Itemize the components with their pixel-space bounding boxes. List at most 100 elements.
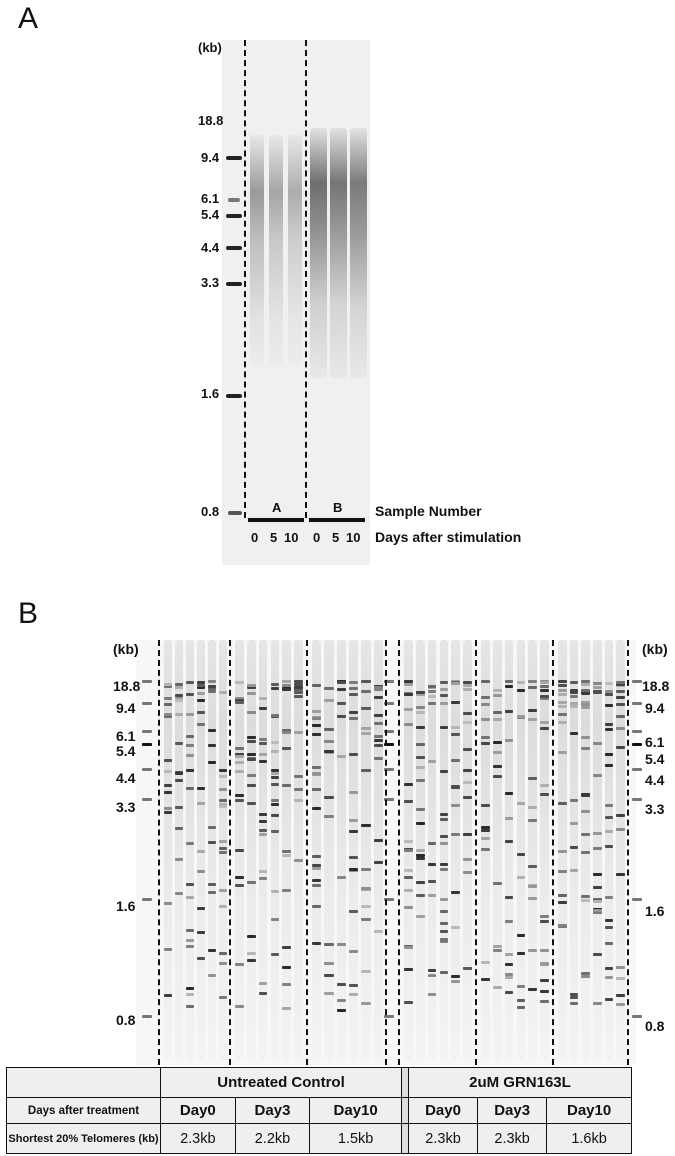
telomere-band [540,948,549,952]
telomere-band [415,755,425,759]
ladder-band [142,898,152,901]
telomere-band [558,701,567,705]
sample-lane [558,640,567,1060]
telomere-band [246,801,256,805]
ladder-band [632,768,642,771]
telomere-band [324,974,334,978]
telomere-band [312,806,322,810]
telomere-band [349,819,359,823]
telomere-band [439,868,449,872]
telomere-band [294,731,303,735]
telomere-band [593,681,602,685]
telomere-band [516,875,526,879]
telomere-band [336,943,346,947]
telomere-band [463,781,472,785]
ladder-label: 3.3 [201,275,220,290]
telomere-band [282,683,292,687]
telomere-band [481,848,490,852]
telomere-band [208,973,216,977]
value-cell: 2.3kb [160,1123,236,1154]
telomere-band [415,894,425,898]
telomere-band [282,730,292,734]
sample-lane [186,640,194,1060]
telomere-band [164,712,172,716]
telomere-band [604,896,614,900]
ladder-band [384,743,394,746]
telomere-band [492,949,502,953]
ladder-label: 6.1 [201,191,220,206]
telomere-band [604,728,614,732]
telomere-band [528,885,538,888]
sample-lane [219,640,227,1060]
ladder-label: 9.4 [645,700,665,716]
telomere-band [186,712,194,716]
telomere-band [197,849,205,853]
telomere-band [415,779,425,783]
telomere-band [593,952,602,956]
telomere-band [349,909,359,913]
telomere-band [312,866,322,870]
ladder-label: 18.8 [642,678,670,694]
telomere-band [361,768,371,772]
telomere-band [373,861,383,865]
telomere-band [481,736,490,740]
telomere-band [246,952,256,956]
telomere-band [516,681,526,685]
telomere-band [616,683,625,687]
telomere-band [270,803,280,807]
telomere-band [373,721,383,725]
telomere-band [439,929,449,933]
telomere-band [175,778,183,782]
telomere-band [540,696,549,700]
telomere-band [361,680,371,683]
telomere-summary-table: Untreated Control 2uM GRN163L Days after… [6,1067,633,1154]
table-corner-cell [6,1067,161,1098]
day-label: 10 [346,530,361,545]
telomere-band [616,873,625,877]
telomere-band [481,961,490,965]
ladder-band [142,702,152,705]
telomere-band [415,690,425,694]
sample-lane [164,640,172,1060]
telomere-band [246,736,256,740]
ladder-band [632,798,642,801]
ladder-band [142,680,152,683]
telomere-band [492,718,502,722]
ladder-band [142,1015,152,1018]
telomere-band [558,721,567,725]
ladder-label: 5.4 [116,743,136,759]
ladder-band [384,680,394,683]
telomere-band [451,759,461,763]
telomere-band [282,850,292,854]
telomere-band [312,765,322,769]
sample-b-bar [309,518,365,522]
telomere-band [463,769,472,773]
telomere-band [235,700,244,704]
telomere-band [504,817,514,821]
telomere-band [235,680,244,684]
telomere-band [415,853,425,857]
telomere-band [504,738,514,742]
telomere-band [558,713,567,717]
telomere-band [540,684,549,688]
telomere-band [270,776,280,780]
telomere-band [616,813,625,817]
telomere-band [235,962,244,966]
ladder-band [226,156,242,160]
telomere-band [593,690,602,694]
telomere-band [558,680,567,684]
telomere-band [463,870,472,874]
telomere-band [175,699,183,703]
ladder-band [142,768,152,771]
value-cell: 2.3kb [407,1123,479,1154]
telomere-band [463,796,472,800]
telomere-band [569,731,579,735]
ladder-band [226,282,242,286]
telomere-band [282,680,292,684]
telomere-band [270,814,280,818]
telomere-band [312,787,322,791]
sample-lane [246,640,256,1060]
telomere-band [361,970,371,974]
telomere-band [258,697,268,701]
telomere-band [569,705,579,709]
